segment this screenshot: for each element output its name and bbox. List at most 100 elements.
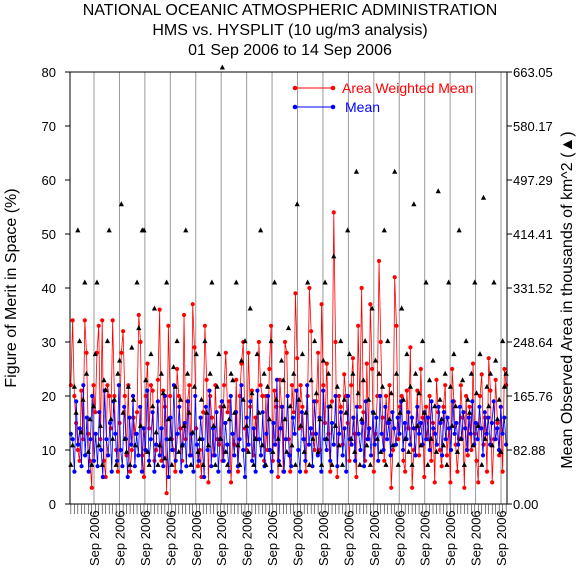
area-triangle-marker xyxy=(491,279,497,285)
area-weighted-mean-point xyxy=(195,464,201,469)
area-triangle-marker xyxy=(482,435,488,441)
mean-point xyxy=(345,393,351,399)
area-triangle-marker xyxy=(202,338,208,344)
mean-point xyxy=(464,447,470,453)
mean-point xyxy=(392,426,397,431)
y-left-tick-label: 60 xyxy=(42,173,56,188)
area-weighted-mean-point xyxy=(350,356,356,361)
mean-point xyxy=(360,420,365,426)
mean-point xyxy=(273,442,278,447)
area-triangle-marker xyxy=(501,383,507,389)
mean-point xyxy=(202,474,207,480)
area-weighted-mean-point xyxy=(312,447,317,453)
mean-point xyxy=(212,453,217,458)
area-weighted-mean-point xyxy=(315,350,321,355)
area-triangle-marker xyxy=(475,422,481,428)
area-triangle-marker xyxy=(360,377,366,383)
mean-point xyxy=(77,426,82,431)
mean-point xyxy=(223,420,228,426)
x-tick-label: Sep 2006 xyxy=(163,510,178,566)
area-weighted-mean-point xyxy=(221,383,227,388)
mean-point xyxy=(116,383,121,388)
area-triangle-marker xyxy=(324,435,330,441)
area-triangle-marker xyxy=(130,396,137,402)
mean-point xyxy=(186,399,191,404)
area-triangle-marker xyxy=(245,448,252,454)
mean-point xyxy=(287,453,292,458)
y-right-tick-label: 580.17 xyxy=(513,119,553,134)
area-triangle-marker xyxy=(209,279,215,285)
mean-point xyxy=(468,431,473,436)
area-triangle-marker xyxy=(132,442,138,448)
area-weighted-mean-point xyxy=(418,366,423,372)
area-triangle-marker xyxy=(188,461,194,467)
area-triangle-marker xyxy=(346,351,353,357)
area-weighted-mean-point xyxy=(429,458,434,463)
area-triangle-marker xyxy=(484,383,490,389)
mean-point xyxy=(349,442,354,447)
area-triangle-marker xyxy=(275,435,281,441)
area-weighted-mean-point xyxy=(463,393,469,399)
area-triangle-marker xyxy=(299,351,306,357)
area-triangle-marker xyxy=(144,448,151,454)
area-triangle-marker xyxy=(409,461,415,467)
y-left-tick-label: 20 xyxy=(42,389,56,404)
mean-point xyxy=(400,447,406,453)
mean-point xyxy=(107,420,113,426)
y-left-tick-label: 70 xyxy=(42,119,56,134)
area-weighted-mean-point xyxy=(502,366,507,372)
mean-point xyxy=(457,404,463,409)
mean-point xyxy=(356,431,361,436)
area-triangle-marker xyxy=(425,461,431,467)
area-triangle-marker xyxy=(280,377,286,383)
mean-point xyxy=(498,404,503,409)
area-triangle-marker xyxy=(261,370,267,376)
mean-point xyxy=(308,426,313,431)
area-triangle-marker xyxy=(146,461,152,467)
area-triangle-marker xyxy=(106,227,112,233)
area-triangle-marker xyxy=(265,383,271,389)
area-weighted-mean-point xyxy=(303,469,309,474)
area-triangle-marker xyxy=(110,435,116,441)
area-triangle-marker xyxy=(164,279,170,285)
area-triangle-marker xyxy=(204,409,210,415)
area-weighted-mean-point xyxy=(368,302,373,307)
mean-point xyxy=(281,469,287,474)
area-weighted-mean-point xyxy=(107,393,112,399)
area-triangle-marker xyxy=(310,435,316,441)
area-triangle-marker xyxy=(244,422,250,428)
mean-point xyxy=(438,420,443,426)
mean-point xyxy=(161,464,166,469)
area-triangle-marker xyxy=(428,435,434,441)
area-weighted-mean-point xyxy=(201,410,206,415)
area-weighted-mean-point xyxy=(387,383,392,388)
area-triangle-marker xyxy=(96,442,102,448)
area-triangle-marker xyxy=(167,435,173,441)
mean-point xyxy=(342,426,347,431)
series-layer xyxy=(68,64,509,496)
area-triangle-marker xyxy=(211,422,217,428)
area-weighted-mean-point xyxy=(420,415,425,420)
area-triangle-marker xyxy=(143,377,149,383)
y-right-tick-label: 165.76 xyxy=(513,389,553,404)
mean-point xyxy=(184,464,189,469)
area-weighted-mean-point xyxy=(300,404,305,409)
x-tick-label: Sep 2006 xyxy=(494,510,509,566)
area-triangle-marker xyxy=(190,429,196,435)
area-triangle-marker xyxy=(101,377,107,383)
area-weighted-mean-point xyxy=(122,393,127,399)
mean-point xyxy=(109,469,114,474)
mean-point xyxy=(294,388,299,393)
area-triangle-marker xyxy=(271,279,278,285)
mean-point xyxy=(470,399,475,404)
area-weighted-mean-point xyxy=(150,388,155,393)
area-weighted-mean-point xyxy=(392,275,397,280)
x-tick-label: Sep 2006 xyxy=(189,510,204,566)
mean-point xyxy=(477,404,482,409)
area-weighted-mean-point xyxy=(288,469,293,474)
area-triangle-marker xyxy=(421,409,427,415)
mean-point xyxy=(365,437,370,442)
area-triangle-marker xyxy=(90,403,97,409)
mean-point xyxy=(166,474,171,480)
mean-point xyxy=(132,464,137,469)
